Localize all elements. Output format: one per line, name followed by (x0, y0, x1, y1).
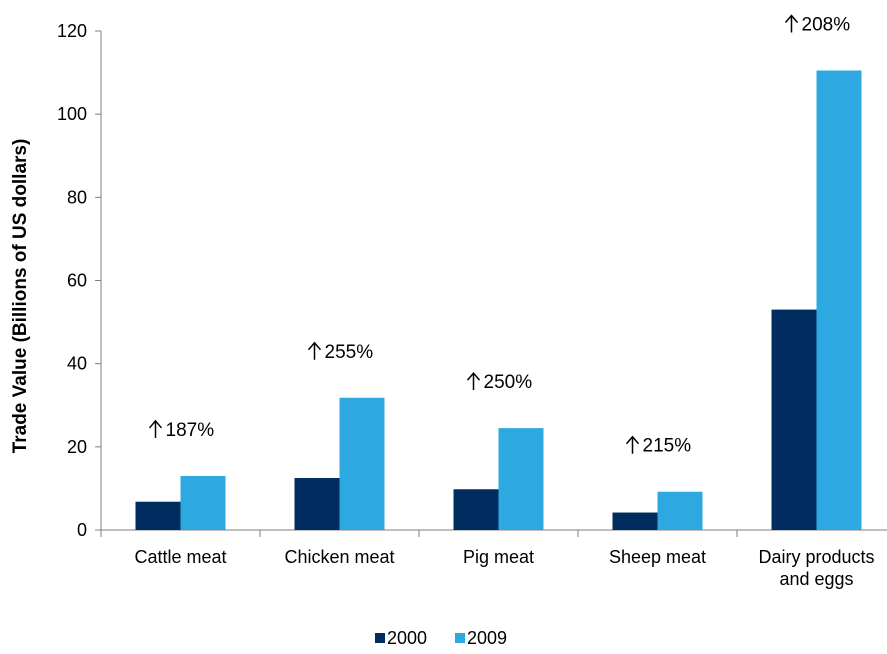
labels: Cattle meat 187% Chicken meat 255% Pig meat 2… (134, 14, 875, 589)
x-tick-label: Pig meat (463, 547, 534, 567)
growth-annotation: 255% (307, 341, 374, 363)
growth-annotation: 187% (148, 419, 215, 441)
bar-2009-sheep-meat (657, 491, 703, 530)
growth-percent-label: 255% (325, 342, 374, 363)
y-axis-title: Trade Value (Billions of US dollars) (10, 139, 31, 454)
y-tick-label: 0 (77, 520, 87, 540)
y-tick-label: 100 (57, 104, 87, 124)
growth-percent-label: 187% (166, 420, 215, 441)
x-tick-label: Chicken meat (284, 547, 394, 567)
bar-2000-sheep-meat (612, 512, 658, 530)
legend-label: 2000 (387, 628, 427, 648)
y-tick-label: 60 (67, 271, 87, 291)
up-arrow-icon (148, 419, 163, 438)
legend-swatch (455, 633, 465, 643)
growth-percent-label: 215% (643, 436, 692, 457)
growth-annotation: 250% (466, 371, 533, 393)
bar-2000-chicken-meat (294, 478, 340, 530)
growth-percent-label: 208% (802, 15, 851, 36)
growth-annotation: 208% (784, 14, 851, 36)
legend-item-2009: 2009 (455, 628, 507, 648)
y-tick-label: 40 (67, 354, 87, 374)
legend-label: 2009 (467, 628, 507, 648)
axes: 0 20 40 60 80 100 120 (57, 21, 887, 540)
up-arrow-icon (625, 435, 640, 454)
bar-2000-cattle-meat (135, 501, 181, 530)
bar-2009-cattle-meat (180, 475, 226, 530)
y-tick-label: 80 (67, 187, 87, 207)
x-tick-label: Dairy products and eggs (758, 547, 874, 589)
legend-item-2000: 2000 (375, 628, 427, 648)
up-arrow-icon (784, 14, 799, 33)
growth-percent-label: 250% (484, 372, 533, 393)
y-tick-label: 120 (57, 21, 87, 41)
y-tick-label: 20 (67, 437, 87, 457)
legend-swatch (375, 633, 385, 643)
bar-2000-dairy-products-and-eggs (771, 309, 817, 530)
bar-2009-dairy-products-and-eggs (816, 70, 862, 531)
bar-2009-pig-meat (498, 428, 544, 530)
bar-2000-pig-meat (453, 489, 499, 530)
x-tick-label: Sheep meat (609, 547, 706, 567)
up-arrow-icon (307, 341, 322, 360)
up-arrow-icon (466, 371, 481, 391)
bar-2009-chicken-meat (339, 397, 385, 530)
legend: 2000 2009 (375, 628, 507, 648)
growth-annotation: 215% (625, 435, 692, 457)
x-tick-label: Cattle meat (134, 547, 226, 567)
bars (135, 70, 862, 531)
